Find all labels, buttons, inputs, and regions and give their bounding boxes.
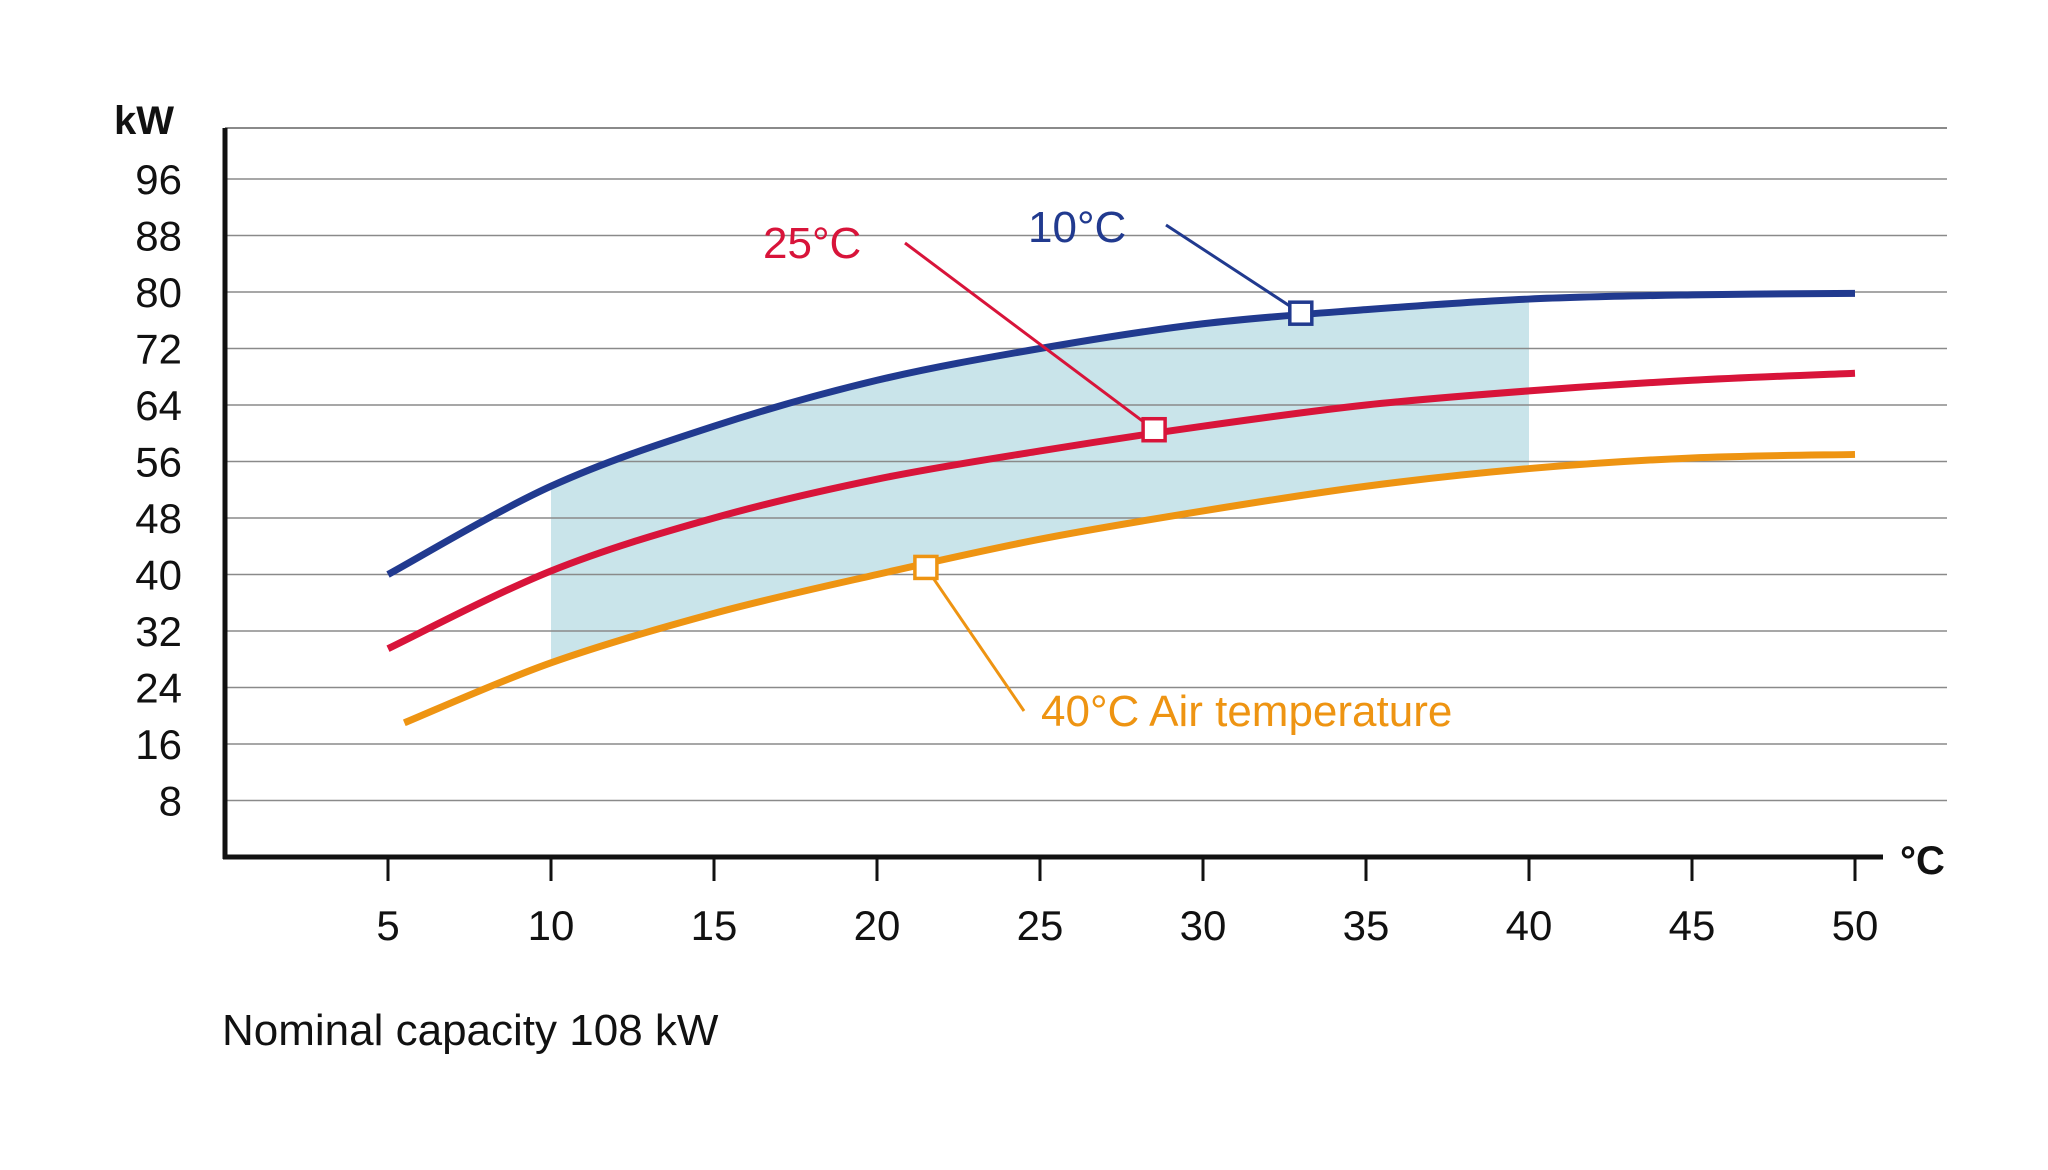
series-label-40c: 40°C Air temperature [1041, 687, 1452, 736]
y-tick-label-16: 16 [135, 721, 182, 768]
y-tick-label-56: 56 [135, 439, 182, 486]
series-line-40c [402, 450, 1856, 727]
x-tick-label-45: 45 [1669, 902, 1716, 949]
x-tick-label-20: 20 [854, 902, 901, 949]
leader-line-40c [924, 566, 1026, 712]
y-tick-label-64: 64 [135, 382, 182, 429]
series-label-25c: 25°C [763, 219, 861, 268]
x-tick-label-30: 30 [1180, 902, 1227, 949]
shaded-region [551, 299, 1529, 663]
y-tick-label-80: 80 [135, 269, 182, 316]
y-tick-label-96: 96 [135, 156, 182, 203]
x-tick-label-50: 50 [1832, 902, 1879, 949]
y-axis-label: kW [114, 99, 174, 143]
leader-line-25c [904, 241, 1155, 431]
footnote: Nominal capacity 108 kW [222, 1006, 719, 1055]
marker-40c [913, 554, 939, 581]
x-tick-label-10: 10 [528, 902, 575, 949]
marker-10c [1288, 300, 1314, 326]
x-tick-label-15: 15 [691, 902, 738, 949]
y-tick-label-32: 32 [135, 608, 182, 655]
marker-25c [1141, 416, 1167, 443]
x-tick-label-35: 35 [1343, 902, 1390, 949]
y-tick-label-48: 48 [135, 495, 182, 542]
series-line-10c [386, 289, 1856, 578]
x-axis-label: °C [1900, 839, 1945, 883]
series-label-10c: 10°C [1028, 203, 1126, 252]
x-tick-label-25: 25 [1017, 902, 1064, 949]
y-tick-label-88: 88 [135, 213, 182, 260]
series-line-25c [386, 369, 1856, 652]
x-tick-label-40: 40 [1506, 902, 1553, 949]
x-tick-label-5: 5 [376, 902, 399, 949]
y-tick-label-24: 24 [135, 665, 182, 712]
leader-line-10c [1165, 223, 1302, 315]
y-tick-label-40: 40 [135, 552, 182, 599]
y-tick-label-8: 8 [159, 778, 182, 825]
y-tick-label-72: 72 [135, 326, 182, 373]
